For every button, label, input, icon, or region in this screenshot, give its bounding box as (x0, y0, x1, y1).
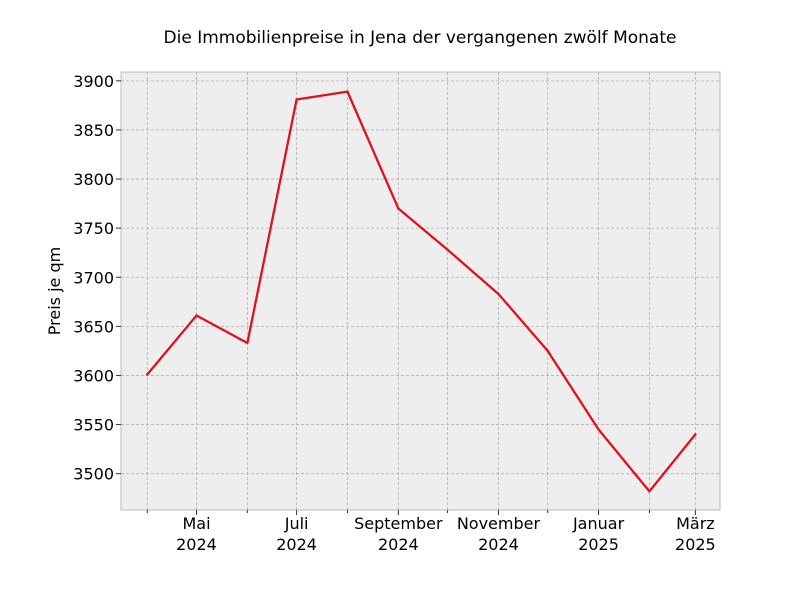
x-tick-label-year: 2024 (176, 535, 217, 554)
series-layer (146, 90, 697, 493)
data-point (648, 490, 651, 493)
data-point (546, 349, 549, 353)
data-point (694, 433, 697, 436)
x-tick-label-month: September (354, 514, 443, 533)
x-tick-label-month: März (676, 514, 715, 533)
data-point (497, 292, 500, 296)
x-tick-label: Mai 2024 (176, 514, 217, 554)
data-point (446, 248, 449, 251)
series-line (146, 90, 697, 493)
x-tick-label-month: Mai (182, 514, 210, 533)
y-axis-label: Preis je qm (45, 247, 64, 335)
y-tick-label: 3750 (73, 219, 114, 238)
x-tick-label-year: 2024 (478, 535, 519, 554)
x-tick-label: Juli 2024 (276, 514, 317, 554)
x-axis-ticks: Mai 2024 Juli 2024 September 2024 November 2024… (146, 510, 716, 554)
y-tick-label: 3500 (73, 465, 114, 484)
x-tick-label-month: November (457, 514, 541, 533)
data-point (295, 98, 298, 101)
y-axis-ticks: 3500 3550 3600 3650 3700 3750 3800 3850 3900 (73, 72, 121, 484)
data-point (195, 314, 198, 317)
data-point (346, 90, 349, 93)
x-tick-label: September 2024 (354, 514, 443, 554)
x-tick-label-year: 2024 (276, 535, 317, 554)
x-tick-label-month: Juli (284, 514, 309, 533)
x-tick-label-year: 2025 (578, 535, 619, 554)
data-point (146, 373, 149, 376)
plot-area (120, 71, 721, 511)
data-point (246, 341, 249, 345)
y-tick-label: 3850 (73, 121, 114, 140)
x-tick-label-year: 2025 (675, 535, 716, 554)
y-tick-label: 3650 (73, 317, 114, 336)
data-point (597, 428, 600, 431)
x-tick-label: November 2024 (457, 514, 541, 554)
data-point (397, 207, 400, 210)
x-tick-label: März 2025 (675, 514, 716, 554)
chart-title: Die Immobilienpreise in Jena der vergang… (164, 28, 677, 48)
y-tick-label: 3550 (73, 416, 114, 435)
y-tick-label: 3600 (73, 366, 114, 385)
y-tick-label: 3800 (73, 170, 114, 189)
y-tick-label: 3700 (73, 268, 114, 287)
grid (121, 72, 720, 510)
x-tick-label-month: Januar (572, 514, 625, 533)
x-tick-label: Januar 2025 (572, 514, 625, 554)
x-tick-label-year: 2024 (378, 535, 419, 554)
y-tick-label: 3900 (73, 72, 114, 91)
